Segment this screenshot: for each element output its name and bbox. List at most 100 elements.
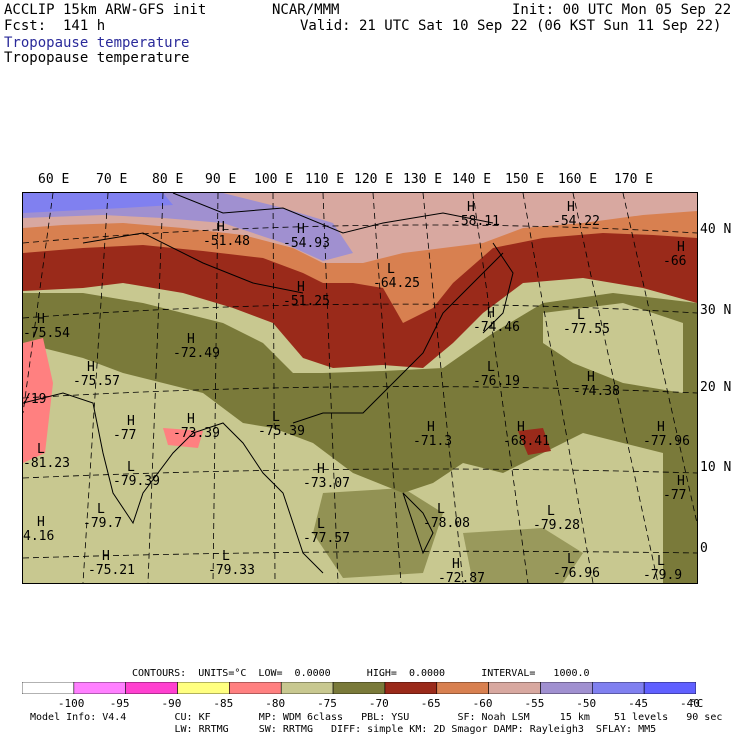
high-label: H -66	[663, 240, 687, 269]
field-minus45	[23, 193, 173, 213]
lat-label: 40 N	[700, 222, 732, 237]
lat-label: 10 N	[700, 460, 732, 475]
lon-label: 70 E	[96, 172, 128, 187]
field-minus50	[23, 193, 353, 261]
high-label: H -73.07	[303, 462, 350, 491]
high-label: H -77.96	[643, 420, 690, 449]
high-label: H -74.38	[573, 370, 620, 399]
low-label: L -76.96	[553, 552, 600, 581]
legend-swatch	[643, 682, 696, 694]
legend-swatch	[280, 682, 334, 694]
field-minus70-southeast	[463, 528, 583, 583]
low-label: L -81.23	[23, 442, 70, 471]
lon-label: 120 E	[354, 172, 394, 187]
legend-tick-label: -75	[317, 697, 337, 710]
legend-tick-label: -100	[57, 697, 85, 710]
legend-tick-label: -40	[680, 697, 700, 710]
lon-label: 130 E	[403, 172, 443, 187]
lon-label: 60 E	[38, 172, 70, 187]
high-label: H -68.41	[503, 420, 550, 449]
high-label: H -77	[113, 414, 137, 443]
legend-swatch	[177, 682, 230, 694]
low-label: L -77.55	[563, 308, 610, 337]
legend-tick-label: -70	[368, 697, 389, 710]
field-title-shaded: Tropopause temperature	[4, 35, 190, 51]
lon-label: 170 E	[614, 172, 654, 187]
field-minus65	[23, 223, 697, 368]
legend-swatch	[384, 682, 438, 694]
high-label: H -75.54	[23, 312, 70, 341]
map-field	[23, 193, 697, 583]
field-title-contour: Tropopause temperature	[4, 50, 190, 66]
high-label: H -74.46	[473, 306, 520, 335]
legend-tick-label: -65	[420, 697, 441, 710]
lon-label: 150 E	[505, 172, 545, 187]
legend-tick-label: -90	[161, 697, 182, 710]
low-label: L -64.25	[373, 262, 420, 291]
valid-time: Valid: 21 UTC Sat 10 Sep 22 (06 KST Sun …	[300, 18, 722, 34]
legend-swatch	[540, 682, 593, 694]
high-label: H -72.49	[173, 332, 220, 361]
high-label: H -72.87	[438, 557, 485, 584]
legend-swatch	[125, 682, 178, 694]
low-label: L -79.7	[83, 502, 123, 531]
legend-swatch	[73, 682, 126, 694]
legend-tick-label: -55	[524, 697, 545, 710]
high-label: H -75.57	[73, 360, 120, 389]
field-minus70	[23, 293, 697, 583]
org-label: NCAR/MMM	[272, 2, 340, 18]
coastlines	[23, 193, 514, 574]
legend-swatch	[436, 682, 489, 694]
lon-label: 90 E	[205, 172, 237, 187]
low-label: L -78.08	[423, 502, 470, 531]
field-minus70-south	[313, 488, 443, 578]
model-info-line2: LW: RRTMG SW: RRTMG DIFF: simple KM: 2D …	[30, 724, 657, 735]
high-label: H -77	[663, 474, 687, 503]
low-label: L -79.28	[533, 504, 580, 533]
legend-tick-label: -80	[265, 697, 286, 710]
map-panel: H -51.48 H -54.93 H -58.11 H -54.22 H -66 H -51.25 L…	[22, 192, 698, 584]
high-label: H -73.39	[173, 412, 220, 441]
low-label: L -75.39	[258, 410, 305, 439]
field-minus80-west	[23, 338, 53, 463]
color-legend	[22, 682, 696, 694]
lat-label: 30 N	[700, 303, 732, 318]
high-label: H -58.11	[453, 200, 500, 229]
model-info-line1: Model Info: V4.4 CU: KF MP: WDM 6class P…	[30, 712, 723, 723]
lon-label: 100 E	[254, 172, 294, 187]
legend-swatch	[229, 682, 282, 694]
high-label: H 4.16	[23, 515, 55, 544]
value-label: /19	[23, 392, 47, 407]
high-label: H -51.48	[203, 220, 250, 249]
legend-tick-label: -60	[472, 697, 493, 710]
lon-label: 160 E	[558, 172, 598, 187]
lat-label: 20 N	[700, 380, 732, 395]
init-time: Init: 00 UTC Mon 05 Sep 22	[512, 2, 732, 18]
high-label: H -51.25	[283, 280, 330, 309]
field-minus65-pacific-blob	[518, 428, 551, 455]
contours-info: CONTOURS: UNITS=°C LOW= 0.0000 HIGH= 0.0…	[132, 668, 590, 679]
lon-label: 80 E	[152, 172, 184, 187]
high-label: H -75.21	[88, 549, 135, 578]
lat-label: 0	[700, 541, 708, 556]
high-label: H -54.93	[283, 222, 330, 251]
legend-swatch	[592, 682, 645, 694]
field-minus75-pacific	[543, 303, 683, 393]
legend-swatch	[22, 682, 75, 694]
low-label: L -79.33	[208, 549, 255, 578]
model-title: ACCLIP 15km ARW-GFS init	[4, 2, 207, 18]
low-label: L -79.9	[643, 554, 683, 583]
forecast-hour: Fcst: 141 h	[4, 18, 106, 34]
graticule	[23, 193, 697, 583]
high-label: H -71.3	[413, 420, 453, 449]
lon-label: 140 E	[452, 172, 492, 187]
low-label: L -76.19	[473, 360, 520, 389]
legend-swatch	[488, 682, 541, 694]
low-label: L -77.57	[303, 517, 350, 546]
lon-label: 110 E	[305, 172, 345, 187]
legend-tick-label: -85	[213, 697, 234, 710]
legend-tick-label: -95	[109, 697, 130, 710]
low-label: L -79.39	[113, 460, 160, 489]
legend-unit: °C	[690, 697, 704, 710]
legend-tick-label: -50	[576, 697, 597, 710]
